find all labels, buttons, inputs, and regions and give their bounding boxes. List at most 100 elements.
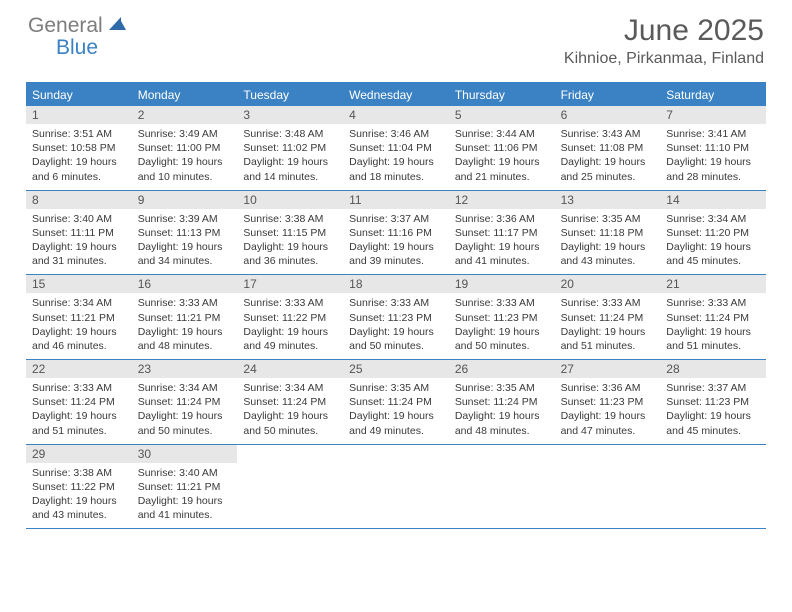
day-daylight: Daylight: 19 hours and 43 minutes. bbox=[32, 494, 126, 522]
day-sunrise: Sunrise: 3:41 AM bbox=[666, 127, 760, 141]
day-number: 22 bbox=[26, 360, 132, 378]
day-cell: 16Sunrise: 3:33 AMSunset: 11:21 PMDaylig… bbox=[132, 275, 238, 359]
day-sunrise: Sunrise: 3:36 AM bbox=[455, 212, 549, 226]
day-sunrise: Sunrise: 3:34 AM bbox=[666, 212, 760, 226]
day-number: 1 bbox=[26, 106, 132, 124]
day-cell bbox=[660, 445, 766, 529]
day-cell: 4Sunrise: 3:46 AMSunset: 11:04 PMDayligh… bbox=[343, 106, 449, 190]
day-sunset: Sunset: 11:02 PM bbox=[243, 141, 337, 155]
day-cell: 2Sunrise: 3:49 AMSunset: 11:00 PMDayligh… bbox=[132, 106, 238, 190]
day-daylight: Daylight: 19 hours and 14 minutes. bbox=[243, 155, 337, 183]
day-daylight: Daylight: 19 hours and 50 minutes. bbox=[243, 409, 337, 437]
day-number: 2 bbox=[132, 106, 238, 124]
day-body: Sunrise: 3:35 AMSunset: 11:18 PMDaylight… bbox=[555, 209, 661, 275]
day-daylight: Daylight: 19 hours and 25 minutes. bbox=[561, 155, 655, 183]
day-number: 6 bbox=[555, 106, 661, 124]
day-cell: 20Sunrise: 3:33 AMSunset: 11:24 PMDaylig… bbox=[555, 275, 661, 359]
day-sunrise: Sunrise: 3:49 AM bbox=[138, 127, 232, 141]
day-body: Sunrise: 3:46 AMSunset: 11:04 PMDaylight… bbox=[343, 124, 449, 190]
day-sunrise: Sunrise: 3:46 AM bbox=[349, 127, 443, 141]
day-sunset: Sunset: 11:00 PM bbox=[138, 141, 232, 155]
day-cell: 17Sunrise: 3:33 AMSunset: 11:22 PMDaylig… bbox=[237, 275, 343, 359]
day-body: Sunrise: 3:33 AMSunset: 11:24 PMDaylight… bbox=[660, 293, 766, 359]
day-cell: 29Sunrise: 3:38 AMSunset: 11:22 PMDaylig… bbox=[26, 445, 132, 529]
day-cell: 22Sunrise: 3:33 AMSunset: 11:24 PMDaylig… bbox=[26, 360, 132, 444]
day-cell bbox=[343, 445, 449, 529]
day-sunrise: Sunrise: 3:33 AM bbox=[243, 296, 337, 310]
day-number: 4 bbox=[343, 106, 449, 124]
day-number: 15 bbox=[26, 275, 132, 293]
day-sunset: Sunset: 11:06 PM bbox=[455, 141, 549, 155]
day-number: 10 bbox=[237, 191, 343, 209]
day-sunset: Sunset: 11:23 PM bbox=[349, 311, 443, 325]
day-cell: 19Sunrise: 3:33 AMSunset: 11:23 PMDaylig… bbox=[449, 275, 555, 359]
month-title: June 2025 bbox=[564, 14, 764, 48]
day-daylight: Daylight: 19 hours and 49 minutes. bbox=[349, 409, 443, 437]
day-number: 24 bbox=[237, 360, 343, 378]
day-daylight: Daylight: 19 hours and 34 minutes. bbox=[138, 240, 232, 268]
day-sunset: Sunset: 11:24 PM bbox=[666, 311, 760, 325]
day-sunset: Sunset: 11:21 PM bbox=[138, 480, 232, 494]
dow-cell: Saturday bbox=[660, 84, 766, 106]
day-number: 17 bbox=[237, 275, 343, 293]
day-number: 8 bbox=[26, 191, 132, 209]
day-sunset: Sunset: 11:16 PM bbox=[349, 226, 443, 240]
day-daylight: Daylight: 19 hours and 18 minutes. bbox=[349, 155, 443, 183]
day-body: Sunrise: 3:34 AMSunset: 11:20 PMDaylight… bbox=[660, 209, 766, 275]
day-cell: 7Sunrise: 3:41 AMSunset: 11:10 PMDayligh… bbox=[660, 106, 766, 190]
week-row: 1Sunrise: 3:51 AMSunset: 10:58 PMDayligh… bbox=[26, 106, 766, 191]
day-daylight: Daylight: 19 hours and 39 minutes. bbox=[349, 240, 443, 268]
day-number: 30 bbox=[132, 445, 238, 463]
day-daylight: Daylight: 19 hours and 46 minutes. bbox=[32, 325, 126, 353]
location-subtitle: Kihnioe, Pirkanmaa, Finland bbox=[564, 50, 764, 68]
day-sunset: Sunset: 11:24 PM bbox=[243, 395, 337, 409]
day-sunset: Sunset: 11:21 PM bbox=[138, 311, 232, 325]
day-sunrise: Sunrise: 3:38 AM bbox=[32, 466, 126, 480]
day-sunset: Sunset: 11:15 PM bbox=[243, 226, 337, 240]
day-sunrise: Sunrise: 3:37 AM bbox=[349, 212, 443, 226]
day-sunrise: Sunrise: 3:43 AM bbox=[561, 127, 655, 141]
week-row: 15 Sunrise: 3:34 AM Sunset: 11:21 PM Daylig… bbox=[26, 275, 766, 360]
day-number: 27 bbox=[555, 360, 661, 378]
brand-logo: General Blue bbox=[28, 14, 127, 38]
day-cell: 27Sunrise: 3:36 AMSunset: 11:23 PMDaylig… bbox=[555, 360, 661, 444]
day-daylight: Daylight: 19 hours and 36 minutes. bbox=[243, 240, 337, 268]
day-sunrise: Sunrise: 3:37 AM bbox=[666, 381, 760, 395]
dow-cell: Thursday bbox=[449, 84, 555, 106]
day-number: 5 bbox=[449, 106, 555, 124]
day-sunrise: Sunrise: 3:34 AM bbox=[138, 381, 232, 395]
day-number: 14 bbox=[660, 191, 766, 209]
day-daylight: Daylight: 19 hours and 50 minutes. bbox=[138, 409, 232, 437]
day-sunset: Sunset: 11:23 PM bbox=[455, 311, 549, 325]
day-body: Sunrise: 3:36 AMSunset: 11:23 PMDaylight… bbox=[555, 378, 661, 444]
day-cell: 26Sunrise: 3:35 AMSunset: 11:24 PMDaylig… bbox=[449, 360, 555, 444]
day-daylight: Daylight: 19 hours and 45 minutes. bbox=[666, 409, 760, 437]
day-sunrise: Sunrise: 3:51 AM bbox=[32, 127, 126, 141]
day-sunrise: Sunrise: 3:39 AM bbox=[138, 212, 232, 226]
day-sunset: Sunset: 11:10 PM bbox=[666, 141, 760, 155]
day-body: Sunrise: 3:49 AMSunset: 11:00 PMDaylight… bbox=[132, 124, 238, 190]
day-cell: 1Sunrise: 3:51 AMSunset: 10:58 PMDayligh… bbox=[26, 106, 132, 190]
day-sunset: Sunset: 11:17 PM bbox=[455, 226, 549, 240]
day-cell: 9Sunrise: 3:39 AMSunset: 11:13 PMDayligh… bbox=[132, 191, 238, 275]
day-daylight: Daylight: 19 hours and 41 minutes. bbox=[455, 240, 549, 268]
dow-cell: Wednesday bbox=[343, 84, 449, 106]
day-body: Sunrise: 3:33 AMSunset: 11:23 PMDaylight… bbox=[449, 293, 555, 359]
day-cell: 24Sunrise: 3:34 AMSunset: 11:24 PMDaylig… bbox=[237, 360, 343, 444]
day-cell: 14Sunrise: 3:34 AMSunset: 11:20 PMDaylig… bbox=[660, 191, 766, 275]
day-body: Sunrise: 3:38 AMSunset: 11:22 PMDaylight… bbox=[26, 463, 132, 529]
day-sunrise: Sunrise: 3:40 AM bbox=[32, 212, 126, 226]
day-sunrise: Sunrise: 3:44 AM bbox=[455, 127, 549, 141]
brand-text-1: General bbox=[28, 14, 103, 38]
dow-header-row: SundayMondayTuesdayWednesdayThursdayFrid… bbox=[26, 84, 766, 106]
day-daylight: Daylight: 19 hours and 28 minutes. bbox=[666, 155, 760, 183]
week-row: 22Sunrise: 3:33 AMSunset: 11:24 PMDaylig… bbox=[26, 360, 766, 445]
day-sunrise: Sunrise: 3:34 AM bbox=[32, 296, 126, 310]
day-cell: 10Sunrise: 3:38 AMSunset: 11:15 PMDaylig… bbox=[237, 191, 343, 275]
day-number: 26 bbox=[449, 360, 555, 378]
day-daylight: Daylight: 19 hours and 43 minutes. bbox=[561, 240, 655, 268]
day-body: Sunrise: 3:40 AMSunset: 11:11 PMDaylight… bbox=[26, 209, 132, 275]
day-cell: 23Sunrise: 3:34 AMSunset: 11:24 PMDaylig… bbox=[132, 360, 238, 444]
day-body: Sunrise: 3:51 AMSunset: 10:58 PMDaylight… bbox=[26, 124, 132, 190]
day-sunrise: Sunrise: 3:35 AM bbox=[561, 212, 655, 226]
